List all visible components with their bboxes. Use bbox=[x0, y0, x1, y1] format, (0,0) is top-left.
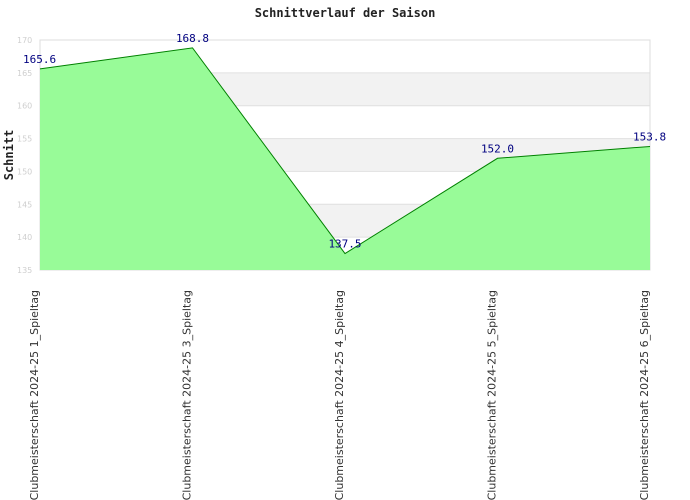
y-axis-label: Schnitt bbox=[2, 130, 16, 181]
y-tick-label: 170 bbox=[17, 36, 32, 45]
y-tick-label: 140 bbox=[17, 233, 32, 242]
data-label: 152.0 bbox=[481, 142, 514, 155]
y-tick-label: 165 bbox=[17, 69, 32, 78]
data-label: 137.5 bbox=[328, 238, 361, 251]
y-tick-label: 150 bbox=[17, 167, 32, 176]
y-tick-label: 155 bbox=[17, 135, 32, 144]
x-tick-label: Clubmeisterschaft 2024-25 6_Spieltag bbox=[638, 290, 651, 500]
y-axis-ticks: 135 140 145 150 155 160 165 170 bbox=[17, 36, 32, 275]
chart-title: Schnittverlauf der Saison bbox=[255, 6, 436, 20]
x-tick-label: Clubmeisterschaft 2024-25 4_Spieltag bbox=[333, 290, 346, 500]
data-label: 153.8 bbox=[633, 130, 666, 143]
x-tick-label: Clubmeisterschaft 2024-25 5_Spieltag bbox=[486, 290, 499, 500]
series-line bbox=[39, 47, 651, 255]
y-tick-label: 160 bbox=[17, 102, 32, 111]
series-area bbox=[40, 47, 650, 271]
x-axis-ticks: Clubmeisterschaft 2024-25 1_Spieltag Club… bbox=[28, 290, 651, 500]
data-labels: 165.6 168.8 137.5 152.0 153.8 bbox=[23, 32, 666, 251]
data-label: 168.8 bbox=[176, 32, 209, 45]
x-tick-label: Clubmeisterschaft 2024-25 1_Spieltag bbox=[28, 290, 41, 500]
y-tick-label: 145 bbox=[17, 200, 32, 209]
x-tick-label: Clubmeisterschaft 2024-25 3_Spieltag bbox=[181, 290, 194, 500]
y-tick-label: 135 bbox=[17, 266, 32, 275]
data-label: 165.6 bbox=[23, 53, 56, 66]
